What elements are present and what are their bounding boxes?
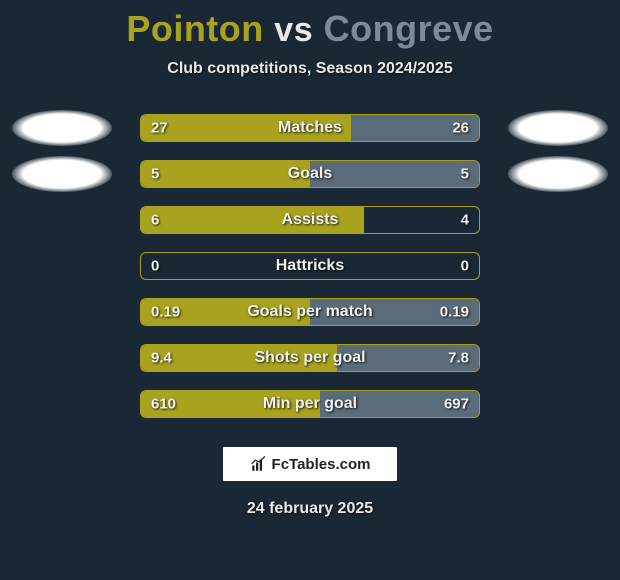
stat-bar: 64Assists: [140, 206, 480, 234]
comparison-title: Pointon vs Congreve: [0, 0, 620, 50]
stat-row: 00Hattricks: [0, 244, 620, 290]
stat-bar: 00Hattricks: [140, 252, 480, 280]
chart-icon: [250, 455, 268, 473]
stat-bar: 55Goals: [140, 160, 480, 188]
stat-row: 55Goals: [0, 152, 620, 198]
stat-label: Min per goal: [141, 395, 479, 413]
date-label: 24 february 2025: [0, 500, 620, 518]
stat-rows: 2726Matches 55Goals 64Assists 00Hattricks 0.…: [0, 106, 620, 428]
subtitle: Club competitions, Season 2024/2025: [0, 60, 620, 78]
stat-bar: 2726Matches: [140, 114, 480, 142]
team-logo-left: [12, 156, 112, 192]
team-logo-left: [12, 110, 112, 146]
stat-row: 610697Min per goal: [0, 382, 620, 428]
team-logo-right: [508, 110, 608, 146]
stat-bar: 0.190.19Goals per match: [140, 298, 480, 326]
source-badge: FcTables.com: [222, 446, 398, 482]
stat-row: 9.47.8Shots per goal: [0, 336, 620, 382]
stat-label: Hattricks: [141, 257, 479, 275]
stat-label: Goals per match: [141, 303, 479, 321]
team-logo-right: [508, 156, 608, 192]
stat-bar: 610697Min per goal: [140, 390, 480, 418]
stat-label: Matches: [141, 119, 479, 137]
player2-name: Congreve: [324, 8, 494, 49]
stat-label: Shots per goal: [141, 349, 479, 367]
source-text: FcTables.com: [272, 456, 371, 473]
stat-label: Goals: [141, 165, 479, 183]
player1-name: Pointon: [126, 8, 263, 49]
vs-label: vs: [274, 11, 313, 49]
stat-bar: 9.47.8Shots per goal: [140, 344, 480, 372]
stat-row: 0.190.19Goals per match: [0, 290, 620, 336]
stat-row: 2726Matches: [0, 106, 620, 152]
stat-row: 64Assists: [0, 198, 620, 244]
stat-label: Assists: [141, 211, 479, 229]
